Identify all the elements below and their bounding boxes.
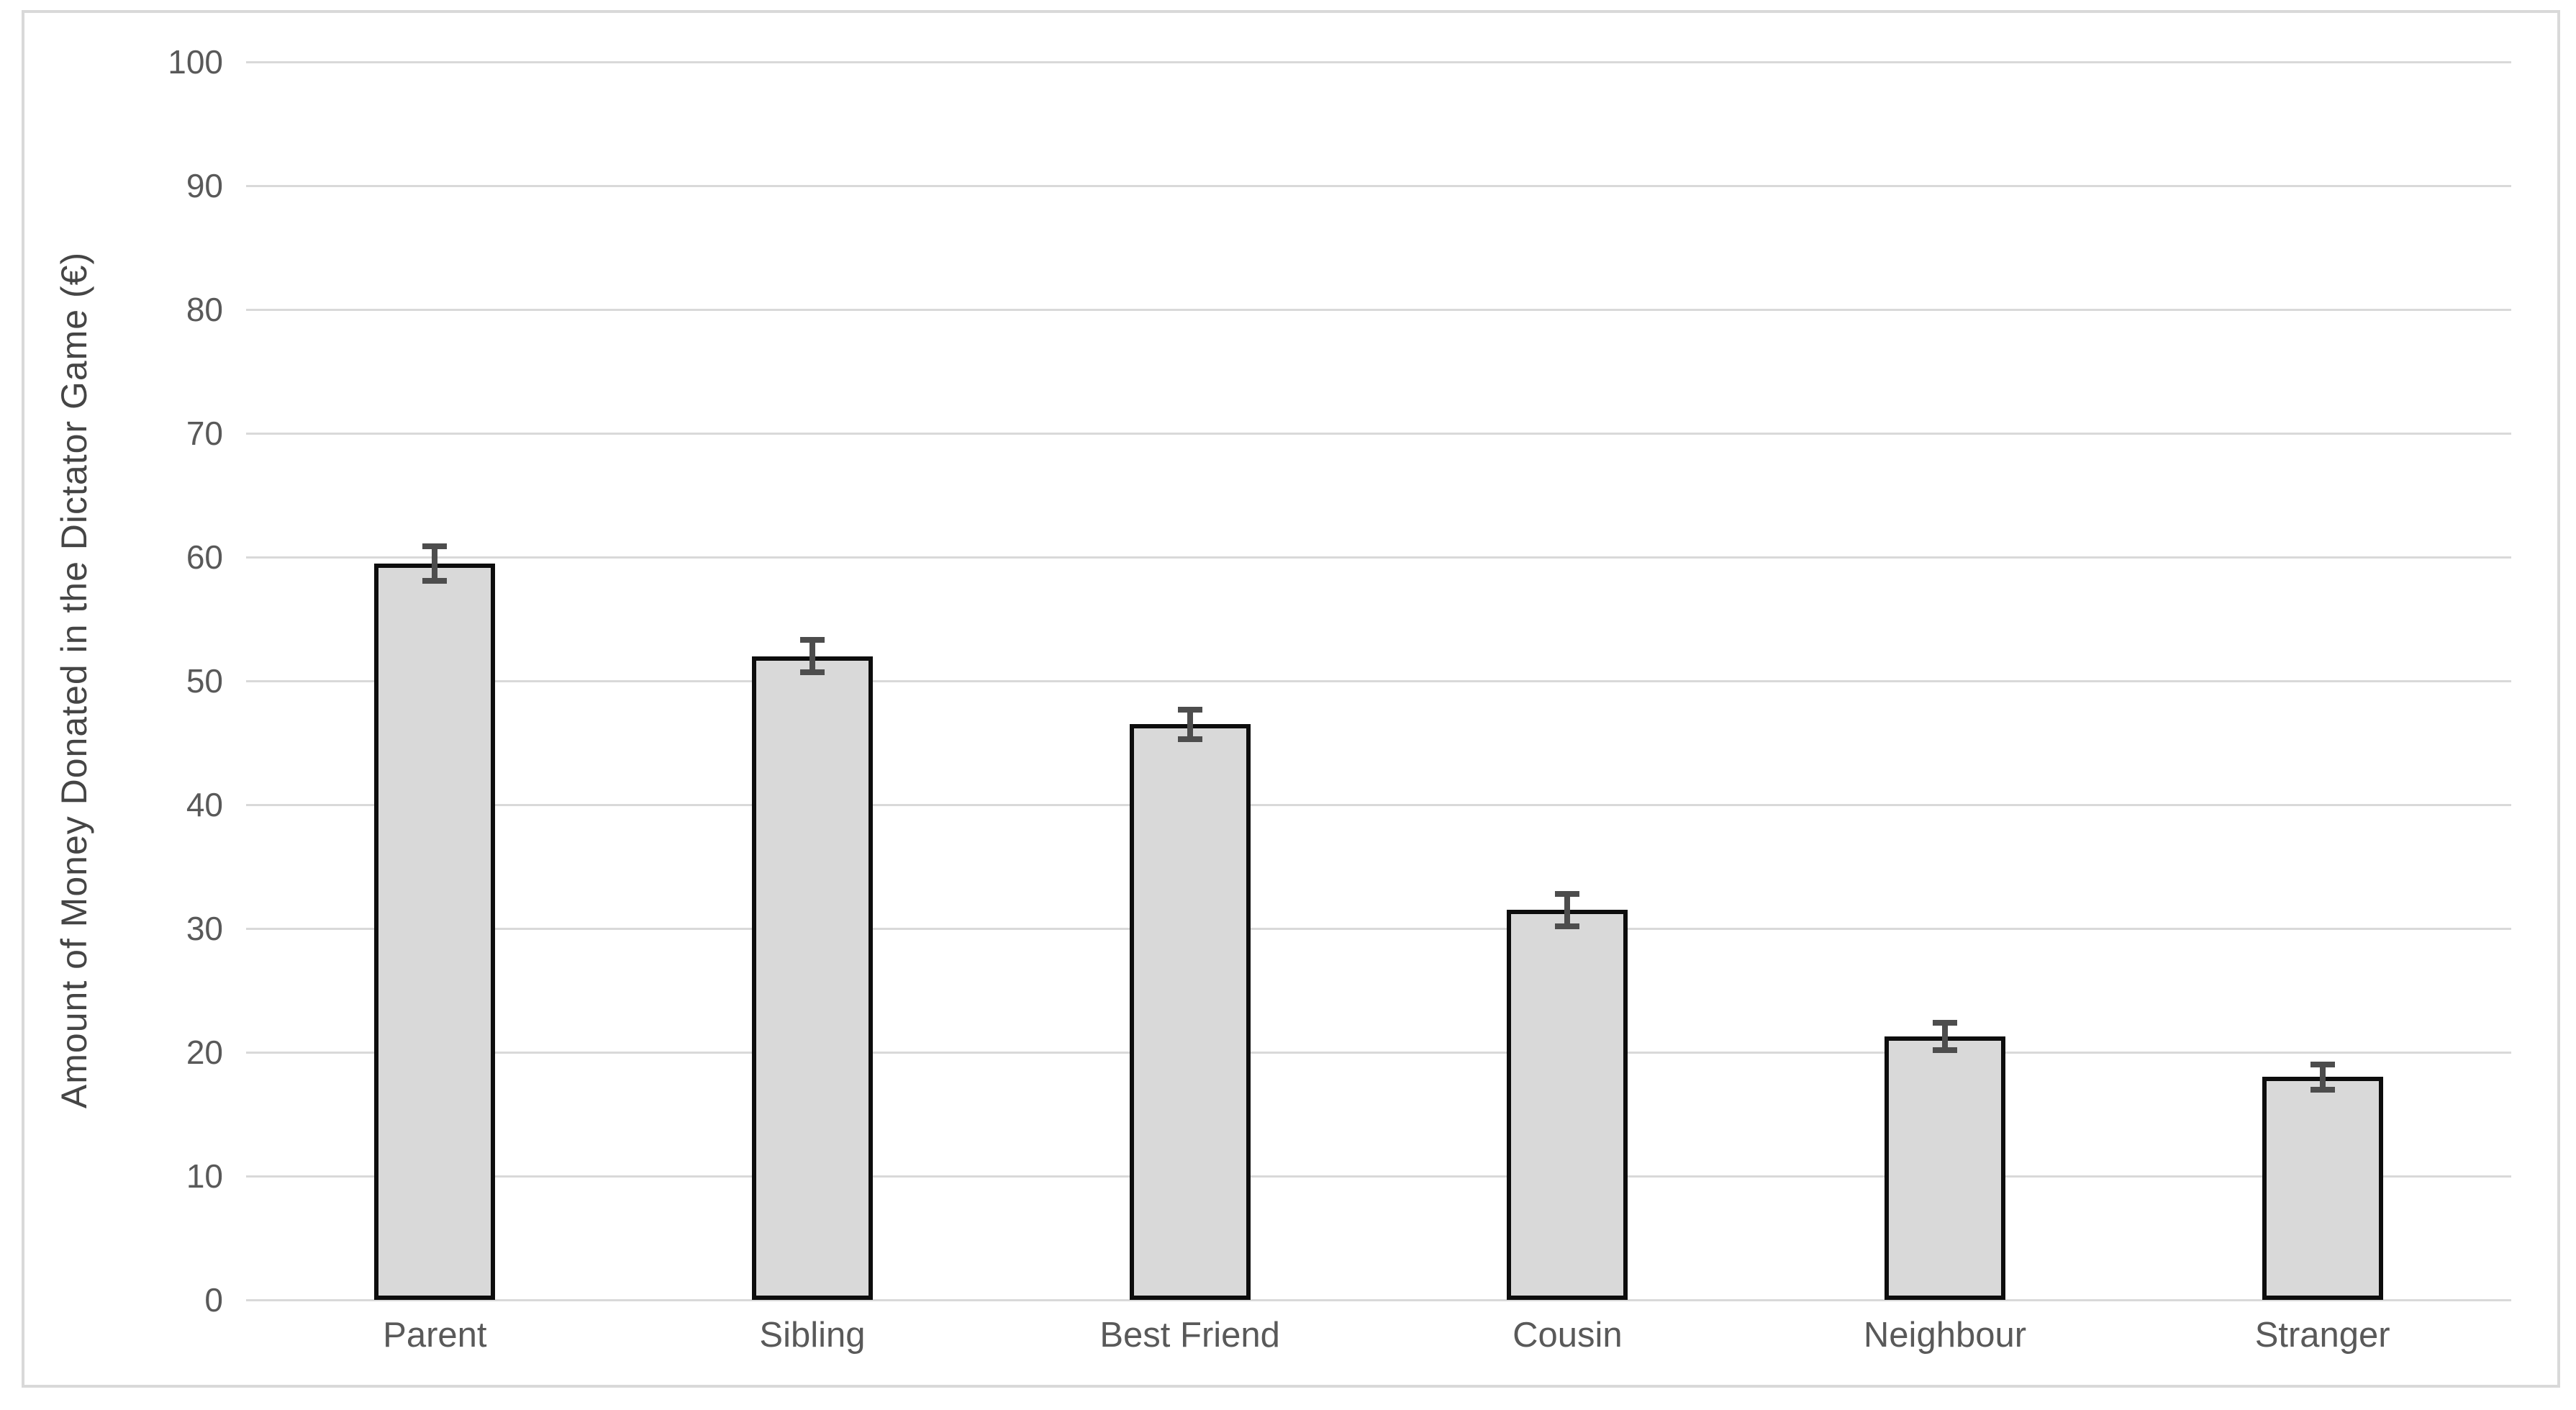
error-bar-cap-top-neighbour [1933, 1019, 1957, 1026]
y-tick-label-90: 90 [186, 167, 223, 204]
gridline-40 [246, 803, 2511, 806]
bar-stranger [2262, 1077, 2383, 1300]
gridline-100 [246, 60, 2511, 63]
error-bar-cap-bottom-sibling [800, 669, 825, 675]
gridline-0 [246, 1298, 2511, 1301]
gridline-80 [246, 308, 2511, 311]
x-category-label-sibling: Sibling [759, 1316, 866, 1355]
y-tick-label-100: 100 [168, 43, 223, 81]
x-category-label-stranger: Stranger [2254, 1316, 2390, 1355]
y-tick-label-10: 10 [186, 1157, 223, 1195]
gridline-20 [246, 1051, 2511, 1054]
y-tick-label-70: 70 [186, 415, 223, 452]
error-bar-sibling [809, 640, 815, 672]
gridline-50 [246, 679, 2511, 682]
error-bar-cap-top-stranger [2310, 1062, 2335, 1068]
bar-best-friend [1129, 724, 1251, 1300]
error-bar-parent [432, 546, 438, 581]
error-bar-best-friend [1187, 709, 1193, 739]
error-bar-cap-bottom-stranger [2310, 1086, 2335, 1093]
y-tick-label-30: 30 [186, 910, 223, 947]
error-bar-cap-bottom-parent [422, 577, 448, 584]
x-category-label-parent: Parent [383, 1316, 487, 1355]
error-bar-cap-bottom-neighbour [1933, 1047, 1957, 1053]
error-bar-cap-top-cousin [1555, 890, 1580, 897]
bar-parent [374, 563, 496, 1300]
x-category-label-neighbour: Neighbour [1863, 1316, 2027, 1355]
error-bar-cousin [1564, 893, 1571, 926]
error-bar-stranger [2319, 1065, 2326, 1090]
error-bar-cap-top-sibling [800, 637, 825, 643]
bar-sibling [752, 656, 873, 1300]
bar-cousin [1507, 910, 1628, 1300]
y-tick-label-60: 60 [186, 538, 223, 576]
x-category-label-best-friend: Best Friend [1099, 1316, 1280, 1355]
error-bar-cap-top-parent [422, 543, 448, 549]
gridline-30 [246, 927, 2511, 930]
y-tick-label-0: 0 [204, 1281, 223, 1319]
gridline-60 [246, 556, 2511, 559]
error-bar-cap-top-best-friend [1177, 706, 1202, 713]
bar-neighbour [1885, 1036, 2005, 1300]
error-bar-neighbour [1942, 1022, 1948, 1050]
error-bar-cap-bottom-cousin [1555, 923, 1580, 929]
gridline-10 [246, 1175, 2511, 1178]
y-tick-label-40: 40 [186, 786, 223, 823]
y-tick-label-50: 50 [186, 662, 223, 700]
x-category-label-cousin: Cousin [1513, 1316, 1623, 1355]
y-tick-label-20: 20 [186, 1034, 223, 1071]
error-bar-cap-bottom-best-friend [1177, 736, 1202, 742]
gridline-70 [246, 432, 2511, 435]
y-tick-label-80: 80 [186, 291, 223, 328]
gridline-90 [246, 184, 2511, 187]
